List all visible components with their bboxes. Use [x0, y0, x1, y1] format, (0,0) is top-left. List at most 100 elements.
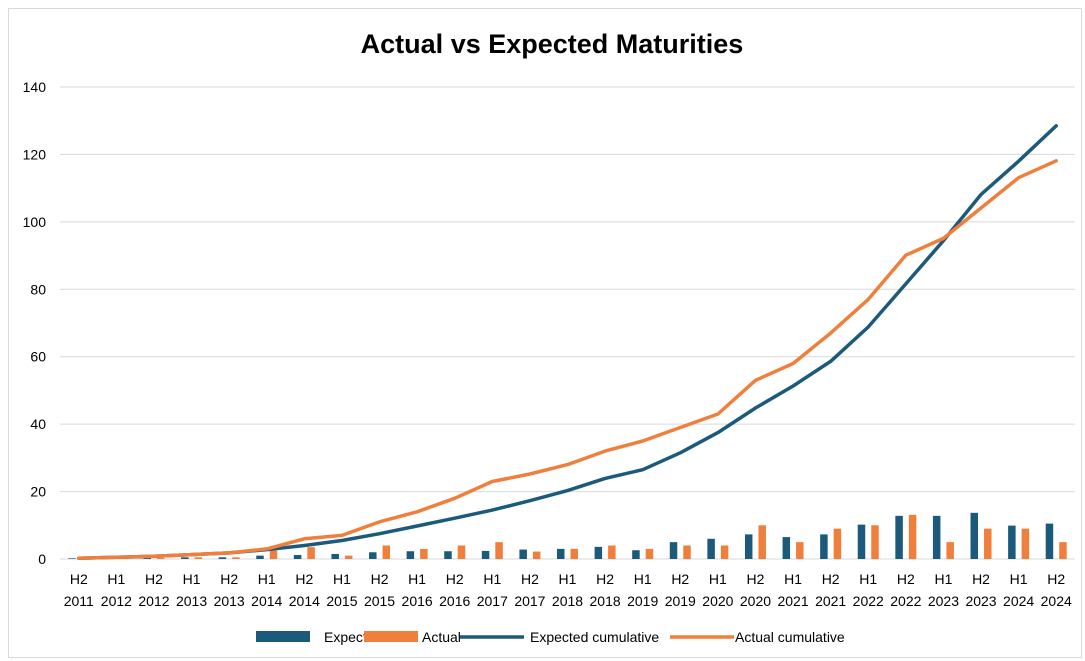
x-tick-label-year: 2011 [64, 593, 94, 609]
bar-actual [495, 542, 503, 559]
legend-label-actual: Actual [422, 629, 461, 645]
bar-actual [194, 557, 203, 559]
legend-swatch-actual [364, 631, 418, 642]
line-expected-cumulative [77, 124, 1058, 561]
gridlines [60, 86, 1075, 560]
legend-label-expected-cumulative: Expected cumulative [530, 629, 659, 645]
bar-actual [908, 514, 917, 559]
x-tick-label-year: 2023 [965, 593, 996, 609]
bar-expected [857, 524, 866, 559]
x-tick-label-year: 2020 [702, 593, 733, 609]
bar-actual [307, 547, 315, 559]
y-tick-label: 20 [30, 484, 46, 500]
bar-actual [382, 545, 391, 559]
x-tick-label-half: H2 [70, 571, 88, 587]
x-tick-label-half: H2 [671, 571, 689, 587]
bar-actual [683, 545, 691, 559]
bars [68, 512, 1067, 559]
bar-actual [758, 525, 766, 559]
x-tick-label-half: H1 [634, 571, 652, 587]
x-tick-label-half: H1 [107, 571, 125, 587]
x-tick-label-half: H1 [559, 571, 577, 587]
bar-expected [406, 551, 415, 559]
bar-expected [68, 558, 76, 559]
x-tick-label-half: H2 [295, 571, 313, 587]
x-tick-label-year: 2020 [740, 593, 771, 609]
bar-expected [369, 552, 377, 559]
bar-actual [532, 551, 541, 559]
x-tick-label-year: 2019 [665, 593, 696, 609]
bar-expected [932, 515, 941, 559]
bar-expected [895, 515, 903, 559]
x-tick-label-half: H1 [859, 571, 877, 587]
x-tick-label-year: 2014 [251, 593, 282, 609]
x-tick-label-year: 2013 [214, 593, 245, 609]
bar-actual [156, 557, 165, 559]
bar-expected [970, 512, 979, 559]
x-tick-label-year: 2015 [326, 593, 357, 609]
x-tick-label-half: H1 [408, 571, 426, 587]
y-tick-label: 140 [23, 79, 47, 95]
bar-expected [594, 546, 603, 559]
bar-expected [1008, 525, 1016, 559]
x-tick-label-year: 2018 [552, 593, 583, 609]
bar-expected [218, 557, 227, 559]
bar-actual [984, 528, 992, 559]
bar-expected [820, 534, 828, 559]
bar-actual [946, 542, 954, 559]
x-tick-label-year: 2012 [138, 593, 169, 609]
x-tick-label-year: 2022 [853, 593, 884, 609]
bar-actual [720, 545, 729, 559]
bar-actual [232, 557, 240, 559]
bar-actual [457, 545, 466, 559]
x-tick-label-half: H1 [934, 571, 952, 587]
y-axis-tick-labels: 0 20 40 60 80 100 120 140 [23, 79, 47, 567]
y-tick-label: 80 [30, 281, 46, 297]
x-tick-label-half: H2 [596, 571, 614, 587]
bar-expected [181, 557, 189, 559]
bar-expected [143, 557, 151, 559]
bar-expected [632, 550, 640, 559]
x-tick-label-half: H2 [747, 571, 765, 587]
y-tick-label: 100 [23, 214, 47, 230]
line-actual-cumulative [77, 159, 1058, 561]
bar-actual [645, 548, 654, 559]
bar-actual [344, 555, 353, 559]
x-tick-label-half: H2 [1047, 571, 1065, 587]
x-tick-label-year: 2015 [364, 593, 395, 609]
x-tick-label-year: 2013 [176, 593, 207, 609]
bar-expected [481, 550, 490, 559]
x-tick-label-half: H1 [1010, 571, 1028, 587]
bar-expected [519, 549, 527, 559]
bar-expected [669, 542, 678, 559]
chart-title: Actual vs Expected Maturities [361, 29, 744, 59]
x-tick-label-half: H2 [145, 571, 163, 587]
series-lines [77, 124, 1058, 561]
bar-actual [420, 548, 428, 559]
x-tick-label-year: 2017 [514, 593, 545, 609]
x-tick-label-half: H1 [709, 571, 727, 587]
x-tick-label-half: H2 [220, 571, 238, 587]
bar-actual [871, 525, 879, 559]
x-tick-label-year: 2016 [402, 593, 433, 609]
bar-expected [557, 548, 565, 559]
legend-swatch-expected [256, 631, 310, 642]
x-tick-label-year: 2022 [890, 593, 921, 609]
x-tick-label-half: H1 [483, 571, 501, 587]
x-tick-label-half: H2 [972, 571, 990, 587]
bar-actual [796, 542, 804, 559]
x-axis-tick-labels: H2 2011 H1 2012 H2 2012 H1 2013 H2 2013 H1 2014 H2 20… [64, 571, 1072, 609]
x-tick-label-year: 2024 [1041, 593, 1072, 609]
x-tick-label-year: 2014 [289, 593, 320, 609]
bar-actual [608, 545, 616, 559]
chart-frame [8, 8, 1082, 658]
legend: Expected Actual Expected cumulative Actual … [256, 629, 845, 645]
x-tick-label-year: 2023 [928, 593, 959, 609]
x-tick-label-half: H2 [822, 571, 840, 587]
x-tick-label-year: 2024 [1003, 593, 1034, 609]
x-tick-label-year: 2021 [815, 593, 846, 609]
bar-expected [744, 534, 753, 559]
bar-expected [1045, 523, 1054, 559]
bar-expected [331, 553, 339, 559]
